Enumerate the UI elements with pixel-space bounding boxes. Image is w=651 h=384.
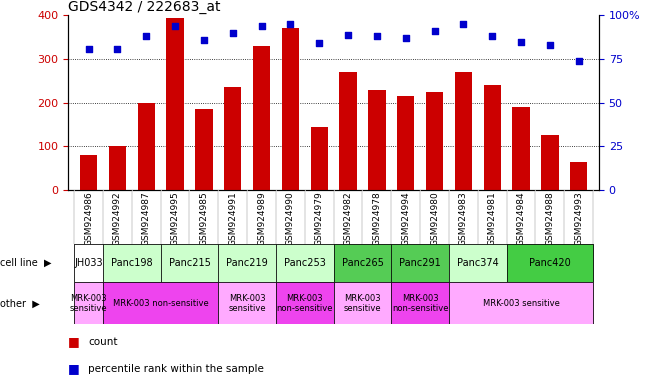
Point xyxy=(199,37,209,43)
Bar xyxy=(449,282,593,324)
Text: GDS4342 / 222683_at: GDS4342 / 222683_at xyxy=(68,0,221,14)
Bar xyxy=(282,28,299,190)
Text: Panc291: Panc291 xyxy=(399,258,441,268)
Text: Panc420: Panc420 xyxy=(529,258,571,268)
Point xyxy=(256,23,267,29)
Text: GSM924986: GSM924986 xyxy=(84,192,93,247)
Bar xyxy=(449,244,506,282)
Point xyxy=(372,33,382,40)
Text: Panc198: Panc198 xyxy=(111,258,152,268)
Text: JH033: JH033 xyxy=(74,258,103,268)
Bar xyxy=(368,89,385,190)
Bar xyxy=(391,282,449,324)
Bar xyxy=(195,109,212,190)
Text: count: count xyxy=(88,337,117,347)
Text: GSM924994: GSM924994 xyxy=(401,192,410,246)
Bar xyxy=(167,18,184,190)
Bar xyxy=(137,103,155,190)
Text: MRK-003
non-sensitive: MRK-003 non-sensitive xyxy=(277,294,333,313)
Point xyxy=(141,33,152,40)
Text: GSM924988: GSM924988 xyxy=(546,192,555,247)
Text: ■: ■ xyxy=(68,362,80,375)
Bar xyxy=(397,96,415,190)
Text: MRK-003 non-sensitive: MRK-003 non-sensitive xyxy=(113,299,208,308)
Text: GSM924987: GSM924987 xyxy=(142,192,151,247)
Point xyxy=(574,58,584,64)
Point xyxy=(400,35,411,41)
Text: GSM924993: GSM924993 xyxy=(574,192,583,247)
Point xyxy=(314,40,324,46)
Bar xyxy=(103,244,161,282)
Text: GSM924979: GSM924979 xyxy=(314,192,324,247)
Point xyxy=(545,42,555,48)
Text: MRK-003
sensitive: MRK-003 sensitive xyxy=(229,294,266,313)
Text: GSM924984: GSM924984 xyxy=(516,192,525,246)
Bar xyxy=(109,146,126,190)
Text: other  ▶: other ▶ xyxy=(0,298,40,308)
Bar xyxy=(218,282,276,324)
Bar xyxy=(103,282,218,324)
Text: MRK-003
sensitive: MRK-003 sensitive xyxy=(70,294,107,313)
Bar xyxy=(506,244,593,282)
Bar xyxy=(334,244,391,282)
Text: GSM924995: GSM924995 xyxy=(171,192,180,247)
Bar xyxy=(339,72,357,190)
Bar xyxy=(253,46,270,190)
Bar xyxy=(80,155,97,190)
Bar xyxy=(391,244,449,282)
Text: GSM924992: GSM924992 xyxy=(113,192,122,246)
Point xyxy=(458,21,469,27)
Bar xyxy=(455,72,472,190)
Point xyxy=(487,33,497,40)
Point xyxy=(430,28,440,34)
Bar xyxy=(276,282,334,324)
Text: ■: ■ xyxy=(68,335,80,348)
Point xyxy=(83,45,94,51)
Text: GSM924982: GSM924982 xyxy=(344,192,353,246)
Text: percentile rank within the sample: percentile rank within the sample xyxy=(88,364,264,374)
Text: GSM924989: GSM924989 xyxy=(257,192,266,247)
Text: MRK-003
sensitive: MRK-003 sensitive xyxy=(344,294,381,313)
Bar xyxy=(512,107,530,190)
Bar xyxy=(74,282,103,324)
Text: GSM924983: GSM924983 xyxy=(459,192,468,247)
Text: Panc265: Panc265 xyxy=(342,258,383,268)
Point xyxy=(285,21,296,27)
Text: Panc374: Panc374 xyxy=(457,258,499,268)
Text: GSM924980: GSM924980 xyxy=(430,192,439,247)
Text: GSM924981: GSM924981 xyxy=(488,192,497,247)
Point xyxy=(112,45,122,51)
Point xyxy=(227,30,238,36)
Text: GSM924990: GSM924990 xyxy=(286,192,295,247)
Point xyxy=(170,23,180,29)
Bar xyxy=(218,244,276,282)
Text: Panc253: Panc253 xyxy=(284,258,326,268)
Bar xyxy=(426,92,443,190)
Text: GSM924991: GSM924991 xyxy=(229,192,237,247)
Bar xyxy=(224,88,242,190)
Bar xyxy=(161,244,218,282)
Point xyxy=(516,38,526,45)
Text: cell line  ▶: cell line ▶ xyxy=(0,258,51,268)
Text: Panc219: Panc219 xyxy=(227,258,268,268)
Text: MRK-003
non-sensitive: MRK-003 non-sensitive xyxy=(392,294,449,313)
Bar xyxy=(74,244,103,282)
Bar xyxy=(334,282,391,324)
Text: MRK-003 sensitive: MRK-003 sensitive xyxy=(482,299,559,308)
Text: GSM924978: GSM924978 xyxy=(372,192,381,247)
Bar xyxy=(484,85,501,190)
Text: GSM924985: GSM924985 xyxy=(199,192,208,247)
Text: Panc215: Panc215 xyxy=(169,258,210,268)
Bar xyxy=(311,127,328,190)
Bar xyxy=(276,244,334,282)
Bar xyxy=(570,162,587,190)
Bar xyxy=(541,136,559,190)
Point xyxy=(343,31,353,38)
